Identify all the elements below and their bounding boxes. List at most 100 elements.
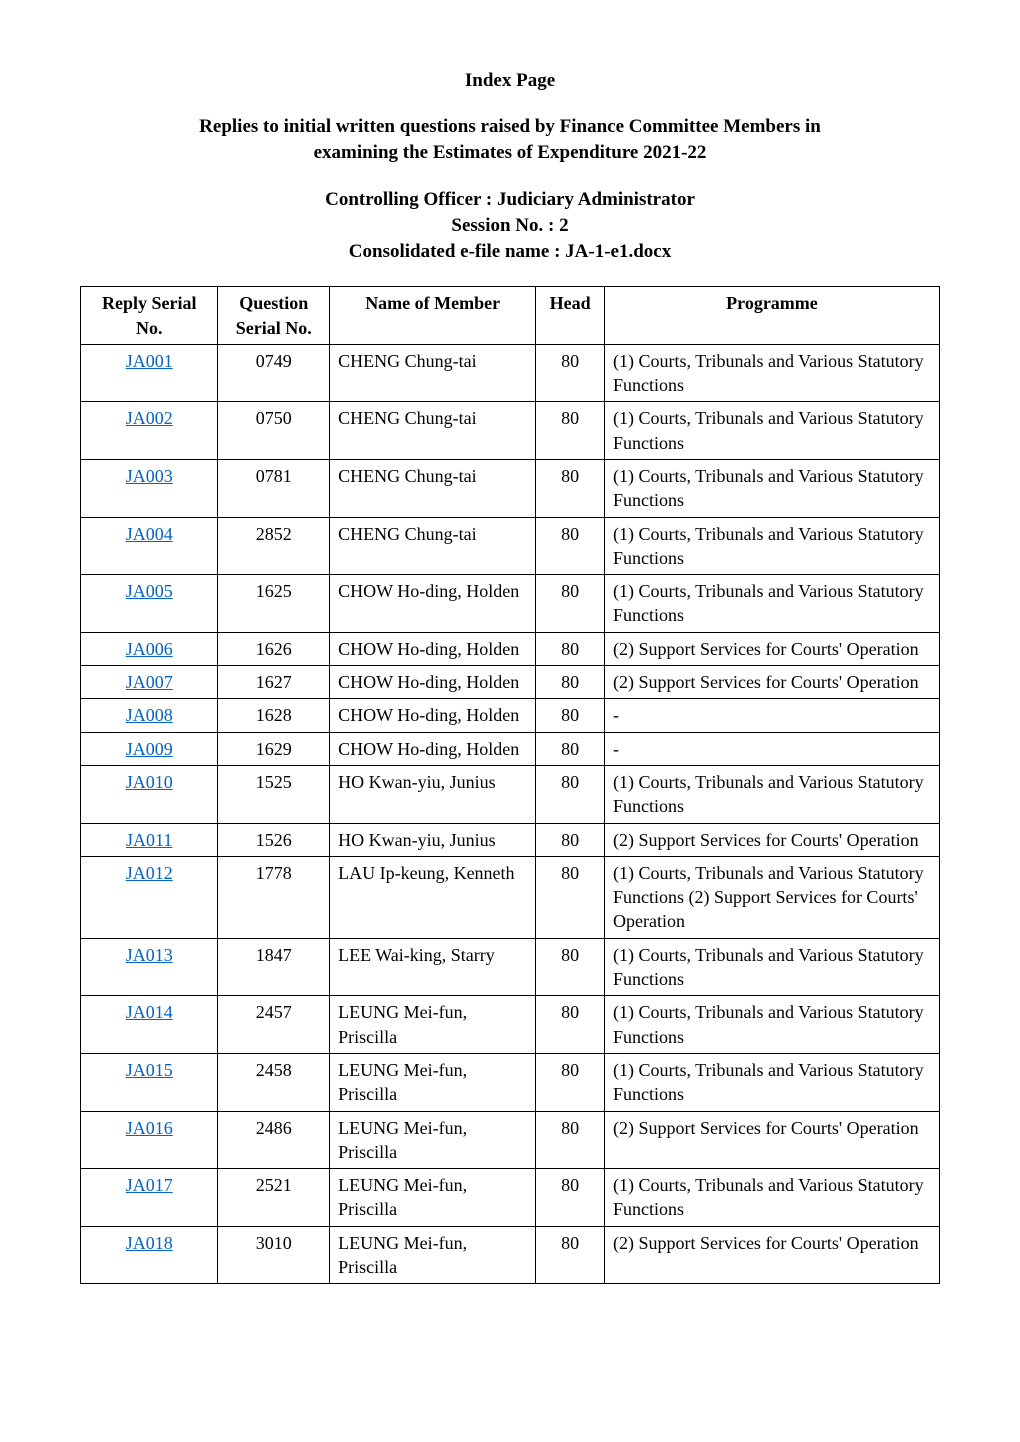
question-serial-cell: 1847 [218, 938, 330, 996]
head-cell: 80 [536, 344, 605, 402]
question-serial-cell: 1525 [218, 765, 330, 823]
head-cell: 80 [536, 732, 605, 765]
programme-cell: (1) Courts, Tribunals and Various Statut… [604, 856, 939, 938]
reply-serial-link[interactable]: JA010 [126, 772, 173, 792]
table-row: JA0121778LAU Ip-keung, Kenneth80(1) Cour… [81, 856, 940, 938]
table-row: JA0142457LEUNG Mei-fun, Priscilla80(1) C… [81, 996, 940, 1054]
head-cell: 80 [536, 1169, 605, 1227]
reply-serial-cell: JA002 [81, 402, 218, 460]
head-cell: 80 [536, 402, 605, 460]
reply-serial-link[interactable]: JA009 [126, 739, 173, 759]
session-no: Session No. : 2 [451, 215, 568, 236]
member-cell: CHENG Chung-tai [330, 402, 536, 460]
member-cell: CHOW Ho-ding, Holden [330, 666, 536, 699]
table-row: JA010 1525HO Kwan-yiu, Junius80(1) Courts… [81, 765, 940, 823]
question-serial-cell: 2852 [218, 517, 330, 575]
page-subtitle: Replies to initial written questions rai… [80, 114, 940, 165]
reply-serial-link[interactable]: JA001 [126, 351, 173, 371]
consolidated-file-name: Consolidated e-file name : JA-1-e1.docx [349, 241, 671, 262]
head-cell: 80 [536, 765, 605, 823]
reply-serial-link[interactable]: JA008 [126, 705, 173, 725]
table-row: JA013 1847LEE Wai-king, Starry80(1) Court… [81, 938, 940, 996]
table-row: JA0020750CHENG Chung-tai80(1) Courts, Tr… [81, 402, 940, 460]
reply-serial-link[interactable]: JA006 [126, 639, 173, 659]
table-row: JA0061626CHOW Ho-ding, Holden80(2) Suppo… [81, 632, 940, 665]
programme-cell: (1) Courts, Tribunals and Various Statut… [604, 517, 939, 575]
programme-cell: (1) Courts, Tribunals and Various Statut… [604, 402, 939, 460]
programme-cell: (2) Support Services for Courts' Operati… [604, 1111, 939, 1169]
question-serial-cell: 2457 [218, 996, 330, 1054]
header-question-line1: Question [239, 293, 308, 313]
reply-serial-cell: JA001 [81, 344, 218, 402]
reply-serial-cell: JA004 [81, 517, 218, 575]
head-cell: 80 [536, 938, 605, 996]
programme-cell: (1) Courts, Tribunals and Various Statut… [604, 765, 939, 823]
reply-serial-link[interactable]: JA016 [126, 1118, 173, 1138]
programme-cell: (1) Courts, Tribunals and Various Statut… [604, 1169, 939, 1227]
table-row: JA0183010LEUNG Mei-fun, Priscilla80(2) S… [81, 1226, 940, 1284]
member-cell: LEE Wai-king, Starry [330, 938, 536, 996]
member-cell: CHOW Ho-ding, Holden [330, 575, 536, 633]
index-table: Reply Serial No. Question Serial No. Nam… [80, 286, 940, 1284]
reply-serial-link[interactable]: JA005 [126, 581, 173, 601]
member-cell: LEUNG Mei-fun, Priscilla [330, 1053, 536, 1111]
table-row: JA004 2852CHENG Chung-tai80(1) Courts, Tr… [81, 517, 940, 575]
member-cell: CHOW Ho-ding, Holden [330, 699, 536, 732]
member-cell: LEUNG Mei-fun, Priscilla [330, 1111, 536, 1169]
reply-serial-link[interactable]: JA003 [126, 466, 173, 486]
programme-cell: (1) Courts, Tribunals and Various Statut… [604, 575, 939, 633]
reply-serial-link[interactable]: JA012 [126, 863, 173, 883]
question-serial-cell: 1778 [218, 856, 330, 938]
member-cell: LAU Ip-keung, Kenneth [330, 856, 536, 938]
head-cell: 80 [536, 575, 605, 633]
reply-serial-link[interactable]: JA002 [126, 408, 173, 428]
reply-serial-link[interactable]: JA018 [126, 1233, 173, 1253]
controlling-officer: Controlling Officer : Judiciary Administ… [325, 189, 695, 210]
reply-serial-link[interactable]: JA004 [126, 524, 173, 544]
table-row: JA0152458LEUNG Mei-fun, Priscilla80(1) C… [81, 1053, 940, 1111]
reply-serial-cell: JA018 [81, 1226, 218, 1284]
table-row: JA0111526HO Kwan-yiu, Junius80(2) Suppor… [81, 823, 940, 856]
reply-serial-cell: JA010 [81, 765, 218, 823]
reply-serial-link[interactable]: JA007 [126, 672, 173, 692]
question-serial-cell: 1628 [218, 699, 330, 732]
member-cell: HO Kwan-yiu, Junius [330, 823, 536, 856]
member-cell: CHENG Chung-tai [330, 459, 536, 517]
reply-serial-link[interactable]: JA013 [126, 945, 173, 965]
table-row: JA0051625CHOW Ho-ding, Holden80(1) Court… [81, 575, 940, 633]
reply-serial-cell: JA013 [81, 938, 218, 996]
question-serial-cell: 2458 [218, 1053, 330, 1111]
subtitle-line-1: Replies to initial written questions rai… [199, 116, 821, 137]
member-cell: CHOW Ho-ding, Holden [330, 632, 536, 665]
question-serial-cell: 1526 [218, 823, 330, 856]
member-cell: CHENG Chung-tai [330, 517, 536, 575]
member-cell: CHOW Ho-ding, Holden [330, 732, 536, 765]
reply-serial-cell: JA017 [81, 1169, 218, 1227]
table-body: JA0010749CHENG Chung-tai80(1) Courts, Tr… [81, 344, 940, 1284]
officer-block: Controlling Officer : Judiciary Administ… [80, 187, 940, 264]
header-question-line2: Serial No. [236, 318, 312, 338]
programme-cell: (1) Courts, Tribunals and Various Statut… [604, 938, 939, 996]
reply-serial-link[interactable]: JA017 [126, 1175, 173, 1195]
table-row: JA0162486LEUNG Mei-fun, Priscilla80(2) S… [81, 1111, 940, 1169]
head-cell: 80 [536, 517, 605, 575]
reply-serial-cell: JA009 [81, 732, 218, 765]
head-cell: 80 [536, 1053, 605, 1111]
table-row: JA0172521LEUNG Mei-fun, Priscilla80(1) C… [81, 1169, 940, 1227]
header-name-of-member: Name of Member [330, 287, 536, 345]
reply-serial-link[interactable]: JA015 [126, 1060, 173, 1080]
reply-serial-cell: JA012 [81, 856, 218, 938]
head-cell: 80 [536, 699, 605, 732]
question-serial-cell: 1626 [218, 632, 330, 665]
subtitle-line-2: examining the Estimates of Expenditure 2… [314, 142, 707, 163]
member-cell: HO Kwan-yiu, Junius [330, 765, 536, 823]
reply-serial-link[interactable]: JA014 [126, 1002, 173, 1022]
programme-cell: (2) Support Services for Courts' Operati… [604, 823, 939, 856]
head-cell: 80 [536, 666, 605, 699]
table-row: JA0030781CHENG Chung-tai80(1) Courts, Tr… [81, 459, 940, 517]
header-reply-serial-no: Reply Serial No. [81, 287, 218, 345]
programme-cell: - [604, 732, 939, 765]
reply-serial-link[interactable]: JA011 [126, 830, 172, 850]
programme-cell: (1) Courts, Tribunals and Various Statut… [604, 344, 939, 402]
header-question-serial-no: Question Serial No. [218, 287, 330, 345]
